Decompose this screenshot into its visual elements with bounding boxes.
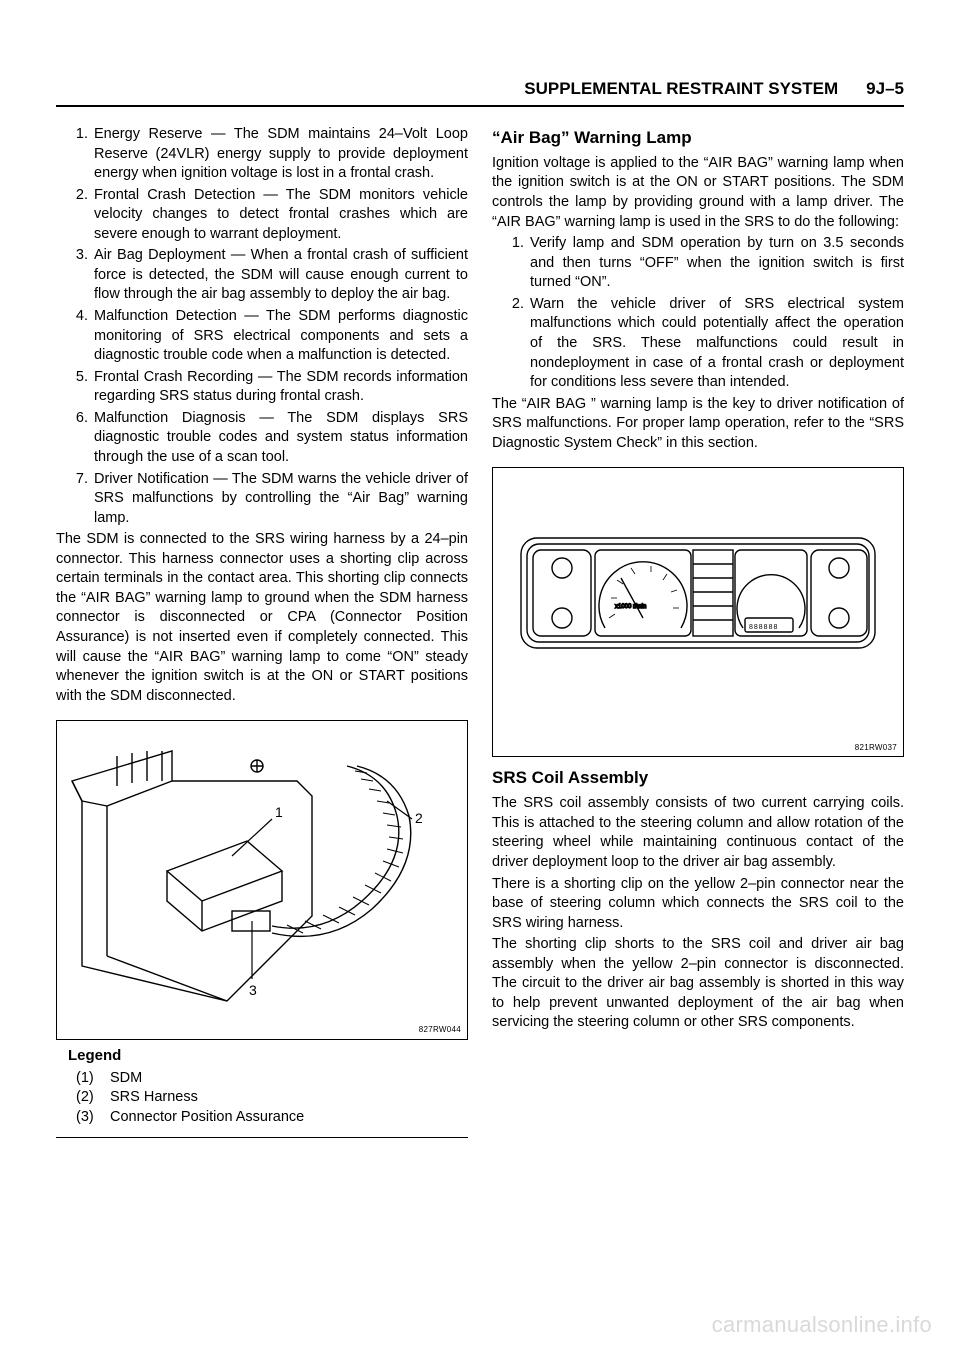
list-text: Energy Reserve — The SDM maintains 24–Vo… bbox=[94, 125, 468, 184]
list-number: 1. bbox=[506, 234, 524, 293]
legend-row: (1) SDM bbox=[76, 1069, 468, 1089]
svg-text:x1000 r/min: x1000 r/min bbox=[615, 604, 646, 610]
callout-3: 3 bbox=[249, 982, 257, 998]
callout-2: 2 bbox=[415, 810, 423, 826]
svg-text:888888: 888888 bbox=[749, 624, 778, 631]
airbag-lamp-note: The “AIR BAG ” warning lamp is the key t… bbox=[492, 395, 904, 454]
legend-label: SRS Harness bbox=[110, 1088, 198, 1108]
airbag-lamp-heading: “Air Bag” Warning Lamp bbox=[492, 127, 904, 150]
list-item: 1.Verify lamp and SDM operation by turn … bbox=[506, 234, 904, 293]
legend-block: Legend (1) SDM (2) SRS Harness (3) Conne… bbox=[68, 1046, 468, 1127]
list-item: 2.Frontal Crash Detection — The SDM moni… bbox=[70, 186, 468, 245]
list-item: 2.Warn the vehicle driver of SRS electri… bbox=[506, 295, 904, 393]
legend-row: (2) SRS Harness bbox=[76, 1088, 468, 1108]
column-divider bbox=[56, 1137, 468, 1138]
list-text: Air Bag Deployment — When a frontal cras… bbox=[94, 246, 468, 305]
instrument-cluster-figure: x1000 r/min bbox=[492, 467, 904, 757]
list-text: Malfunction Diagnosis — The SDM displays… bbox=[94, 409, 468, 468]
right-column: “Air Bag” Warning Lamp Ignition voltage … bbox=[492, 125, 904, 1138]
list-number: 1. bbox=[70, 125, 88, 184]
callout-1: 1 bbox=[275, 804, 283, 820]
srs-coil-para1: The SRS coil assembly consists of two cu… bbox=[492, 794, 904, 872]
list-item: 7.Driver Notification — The SDM warns th… bbox=[70, 470, 468, 529]
list-item: 1.Energy Reserve — The SDM maintains 24–… bbox=[70, 125, 468, 184]
list-number: 2. bbox=[506, 295, 524, 393]
legend-title: Legend bbox=[68, 1046, 468, 1066]
sdm-connector-paragraph: The SDM is connected to the SRS wiring h… bbox=[56, 530, 468, 706]
sdm-functions-list: 1.Energy Reserve — The SDM maintains 24–… bbox=[70, 125, 468, 528]
list-number: 4. bbox=[70, 307, 88, 366]
list-text: Driver Notification — The SDM warns the … bbox=[94, 470, 468, 529]
list-text: Verify lamp and SDM operation by turn on… bbox=[530, 234, 904, 293]
header-title: SUPPLEMENTAL RESTRAINT SYSTEM bbox=[524, 78, 838, 101]
sdm-diagram-svg: 1 2 3 bbox=[57, 721, 467, 1041]
list-number: 7. bbox=[70, 470, 88, 529]
list-text: Frontal Crash Detection — The SDM monito… bbox=[94, 186, 468, 245]
legend-row: (3) Connector Position Assurance bbox=[76, 1108, 468, 1128]
legend-key: (2) bbox=[76, 1088, 110, 1108]
legend-key: (3) bbox=[76, 1108, 110, 1128]
watermark: carmanualsonline.info bbox=[712, 1310, 932, 1340]
list-number: 2. bbox=[70, 186, 88, 245]
airbag-lamp-list: 1.Verify lamp and SDM operation by turn … bbox=[506, 234, 904, 393]
list-item: 4.Malfunction Detection — The SDM perfor… bbox=[70, 307, 468, 366]
list-number: 6. bbox=[70, 409, 88, 468]
srs-coil-para2: There is a shorting clip on the yellow 2… bbox=[492, 875, 904, 934]
list-item: 3.Air Bag Deployment — When a frontal cr… bbox=[70, 246, 468, 305]
list-item: 6.Malfunction Diagnosis — The SDM displa… bbox=[70, 409, 468, 468]
figure-caption: 821RW037 bbox=[855, 743, 897, 754]
list-text: Frontal Crash Recording — The SDM record… bbox=[94, 368, 468, 407]
list-item: 5.Frontal Crash Recording — The SDM reco… bbox=[70, 368, 468, 407]
list-text: Warn the vehicle driver of SRS electrica… bbox=[530, 295, 904, 393]
figure-caption: 827RW044 bbox=[419, 1025, 461, 1036]
left-column: 1.Energy Reserve — The SDM maintains 24–… bbox=[56, 125, 468, 1138]
page-header: SUPPLEMENTAL RESTRAINT SYSTEM 9J–5 bbox=[56, 78, 904, 107]
cluster-diagram-svg: x1000 r/min bbox=[493, 468, 903, 758]
legend-label: SDM bbox=[110, 1069, 142, 1089]
header-section: 9J–5 bbox=[866, 78, 904, 101]
list-number: 3. bbox=[70, 246, 88, 305]
legend-label: Connector Position Assurance bbox=[110, 1108, 304, 1128]
legend-key: (1) bbox=[76, 1069, 110, 1089]
list-number: 5. bbox=[70, 368, 88, 407]
content-columns: 1.Energy Reserve — The SDM maintains 24–… bbox=[56, 125, 904, 1138]
srs-coil-heading: SRS Coil Assembly bbox=[492, 767, 904, 790]
list-text: Malfunction Detection — The SDM performs… bbox=[94, 307, 468, 366]
airbag-lamp-intro: Ignition voltage is applied to the “AIR … bbox=[492, 154, 904, 232]
srs-coil-para3: The shorting clip shorts to the SRS coil… bbox=[492, 935, 904, 1033]
sdm-location-figure: 1 2 3 827RW044 bbox=[56, 720, 468, 1040]
